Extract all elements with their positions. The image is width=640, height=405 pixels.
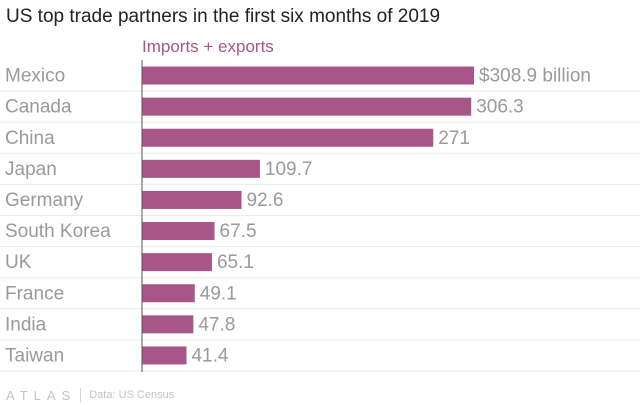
bar-chart: Imports + exports Mexico $308.9 billion Can… bbox=[0, 37, 640, 372]
bar bbox=[142, 346, 187, 365]
category-label: UK bbox=[5, 252, 32, 273]
category-label: South Korea bbox=[5, 221, 111, 242]
bar bbox=[142, 66, 474, 85]
value-label: 92.6 bbox=[247, 190, 284, 211]
value-label: 49.1 bbox=[200, 283, 237, 304]
footer-divider bbox=[80, 388, 82, 402]
value-label: 306.3 bbox=[476, 97, 524, 118]
category-label: Canada bbox=[5, 97, 72, 118]
bar bbox=[142, 97, 472, 116]
value-label: $308.9 billion bbox=[479, 66, 591, 87]
chart-title: US top trade partners in the first six m… bbox=[6, 6, 441, 27]
bar bbox=[142, 128, 434, 147]
category-label: Taiwan bbox=[5, 345, 64, 366]
value-label: 109.7 bbox=[265, 159, 313, 180]
value-label: 41.4 bbox=[191, 345, 228, 366]
source-note: Data: US Census bbox=[89, 389, 175, 401]
category-label: Germany bbox=[5, 190, 84, 211]
category-label: Mexico bbox=[5, 66, 65, 87]
bar bbox=[142, 253, 212, 272]
atlas-logo: ATLAS bbox=[6, 387, 77, 403]
value-label: 65.1 bbox=[217, 252, 254, 273]
value-label: 67.5 bbox=[220, 221, 257, 242]
footer: ATLAS Data: US Census bbox=[6, 386, 174, 404]
bar bbox=[142, 222, 215, 241]
category-label: France bbox=[5, 283, 64, 304]
category-label: India bbox=[5, 314, 47, 335]
bar bbox=[142, 315, 194, 334]
category-label: Japan bbox=[5, 159, 57, 180]
value-label: 271 bbox=[438, 128, 470, 149]
bar bbox=[142, 284, 195, 303]
bar bbox=[142, 190, 242, 209]
category-label: China bbox=[5, 128, 55, 149]
series-label: Imports + exports bbox=[142, 37, 274, 56]
value-label: 47.8 bbox=[198, 314, 235, 335]
bar bbox=[142, 159, 260, 178]
